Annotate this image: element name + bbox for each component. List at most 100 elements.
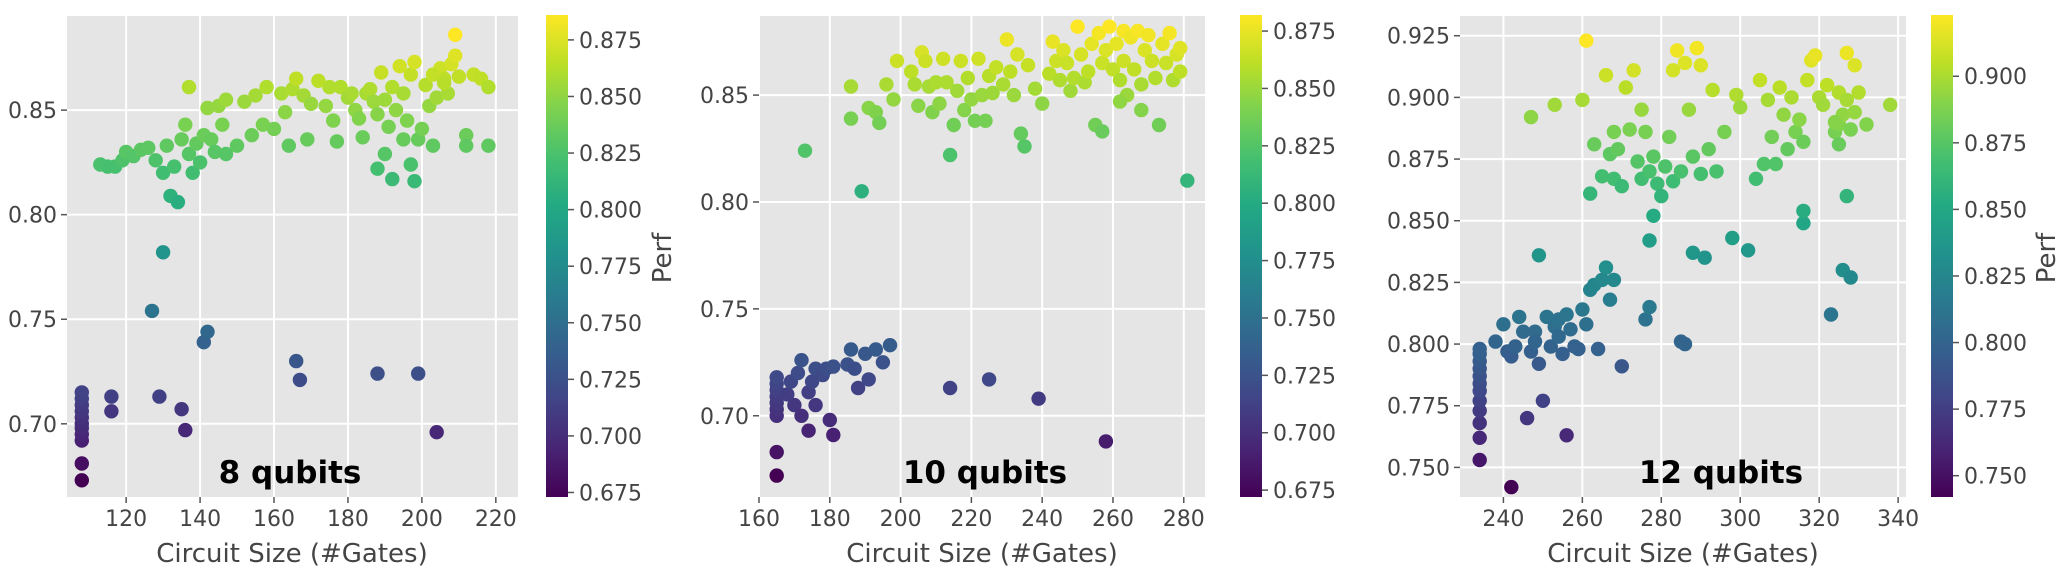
scatter-point (882, 338, 898, 353)
scatter-point (886, 92, 901, 107)
scatter-point (1717, 124, 1732, 140)
colorbar-tick-label: 0.900 (1964, 65, 2027, 90)
scatter-point (388, 102, 404, 118)
scatter-point (429, 90, 444, 105)
colorbar-tick-label: 0.750 (1273, 307, 1336, 332)
scatter-point (215, 117, 230, 132)
scatter-point (351, 111, 367, 126)
scatter-point (1508, 339, 1523, 354)
scatter-point (843, 111, 859, 126)
colorbar-gradient (1240, 15, 1262, 497)
scatter-point (1638, 124, 1653, 140)
plot-area: 240 260 280 300 320 340 0.750 0.775 0.800 0.825 0.… (1387, 16, 1919, 532)
scatter-point (1472, 403, 1487, 418)
scatter-point (104, 389, 119, 404)
colorbar-tick-label: 0.750 (579, 312, 642, 337)
colorbar-tick-label: 0.850 (579, 85, 642, 110)
scatter-point (1095, 55, 1110, 71)
scatter-point (1677, 55, 1693, 71)
scatter-point (1563, 322, 1578, 337)
scatter-point (74, 385, 90, 400)
scatter-point (843, 79, 859, 94)
scatter-point (436, 75, 452, 91)
colorbar-tick-label: 0.850 (1273, 77, 1336, 102)
scatter-point (942, 147, 958, 163)
y-tick-label: 0.75 (8, 308, 57, 333)
scatter-point (808, 397, 823, 413)
scatter-point (1709, 164, 1724, 179)
scatter-point (1571, 341, 1586, 357)
scatter-point (204, 132, 219, 147)
scatter-point (403, 157, 418, 172)
scatter-point (481, 79, 496, 95)
scatter-point (822, 412, 837, 428)
scatter-point (1052, 72, 1068, 88)
colorbar-tick-label: 0.825 (1964, 265, 2027, 290)
scatter-point (801, 423, 816, 438)
scatter-point (1559, 428, 1574, 443)
scatter-point (942, 380, 958, 396)
scatter-point (1642, 164, 1657, 179)
scatter-point (875, 355, 891, 370)
scatter-point (1768, 156, 1784, 172)
scatter-point (946, 117, 961, 133)
scatter-point (481, 138, 496, 153)
scatter-point (1127, 62, 1142, 77)
scatter-point (1673, 164, 1689, 179)
scatter-point (374, 65, 389, 80)
scatter-panel-12-qubits: 240 260 280 300 320 3400.7500.7750.8000.8250.… (1387, 15, 2062, 569)
scatter-point (780, 387, 795, 402)
scatter-point (414, 121, 430, 137)
scatter-point (1658, 159, 1673, 174)
scatter-point (200, 100, 215, 116)
scatter-point (399, 113, 415, 128)
scatter-point (971, 51, 986, 66)
colorbar-tick-label: 0.775 (579, 255, 642, 280)
scatter-point (104, 404, 119, 419)
scatter-point (1035, 96, 1050, 111)
scatter-point (1808, 48, 1823, 63)
x-axis-label: Circuit Size (#Gates) (846, 539, 1117, 569)
scatter-point (181, 146, 197, 162)
colorbar-tick-label: 0.825 (1273, 135, 1336, 160)
scatter-point (277, 105, 293, 120)
scatter-point (141, 140, 156, 155)
scatter-point (366, 94, 381, 109)
scatter-point (1776, 107, 1791, 122)
scatter-point (1504, 479, 1519, 495)
colorbar-tick-label: 0.800 (1964, 332, 2027, 357)
scatter-point (1642, 299, 1657, 315)
scatter-point (170, 194, 186, 210)
scatter-point (826, 359, 841, 374)
scatter-point (1095, 124, 1110, 139)
scatter-point (769, 370, 784, 385)
y-tick-label: 0.800 (1387, 333, 1450, 358)
colorbar-tick-label: 0.725 (579, 368, 642, 393)
x-tick-label: 320 (1798, 507, 1840, 532)
scatter-point (1729, 87, 1744, 103)
colorbar-tick-label: 0.800 (1273, 192, 1336, 217)
x-tick-label: 220 (475, 507, 517, 532)
scatter-point (985, 85, 1000, 101)
scatter-point (1112, 72, 1128, 88)
scatter-point (1796, 203, 1811, 219)
panel-annotation: 10 qubits (903, 455, 1067, 491)
scatter-point (989, 60, 1004, 75)
colorbar-tick-label: 0.875 (1964, 132, 2027, 157)
scatter-point (459, 138, 474, 153)
scatter-point (237, 94, 252, 109)
colorbar-tick-label: 0.675 (579, 481, 642, 506)
scatter-point (318, 98, 333, 114)
scatter-point (74, 473, 90, 488)
scatter-point (1006, 87, 1022, 103)
scatter-point (1173, 40, 1188, 56)
scatter-point (850, 380, 866, 396)
colorbar: 0.675 0.700 0.725 0.750 0.775 0.800 0.825 0.850… (546, 15, 642, 506)
colorbar-tick-label: 0.875 (579, 29, 642, 54)
colorbar-tick-label: 0.775 (1273, 250, 1336, 275)
scatter-point (1173, 64, 1188, 79)
scatter-point (847, 361, 862, 376)
scatter-point (1084, 36, 1099, 51)
scatter-point (292, 372, 308, 388)
y-tick-label: 0.85 (8, 99, 57, 124)
